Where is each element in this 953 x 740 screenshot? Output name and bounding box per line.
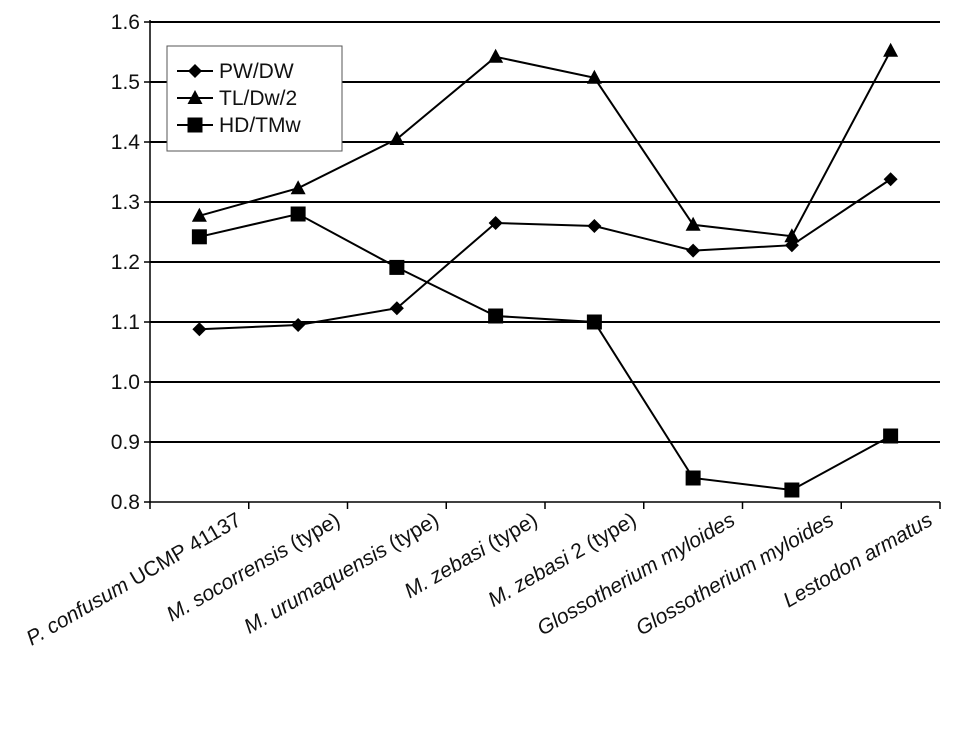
data-point-square	[685, 470, 701, 486]
y-tick-label: 1.6	[111, 11, 140, 34]
x-tick-label-rest: 2 (type)	[562, 508, 640, 566]
data-point-diamond	[389, 301, 404, 316]
legend-label: TL/Dw/2	[219, 87, 297, 110]
y-tick-label: 1.5	[111, 71, 140, 94]
series-group	[191, 42, 899, 498]
data-point-square	[389, 259, 405, 275]
legend-label: HD/TMw	[219, 114, 301, 137]
data-point-triangle	[290, 180, 306, 195]
data-point-triangle	[784, 228, 800, 243]
data-point-diamond	[192, 322, 207, 337]
data-point-triangle	[191, 207, 207, 222]
data-point-square	[883, 428, 899, 444]
y-tick-label: 0.9	[111, 431, 140, 454]
x-tick-label-rest: (type)	[478, 508, 541, 558]
legend-label: PW/DW	[219, 60, 294, 83]
x-tick-label: M. socorrensis (type)	[163, 508, 344, 626]
axes: 0.80.91.01.11.21.31.41.51.6P. confusum U…	[22, 11, 941, 650]
y-tick-label: 0.8	[111, 491, 140, 514]
x-tick-label-rest: (type)	[281, 508, 344, 558]
y-tick-label: 1.1	[111, 311, 140, 334]
legend-marker-diamond	[188, 64, 202, 78]
legend-item: PW/DW	[177, 60, 294, 83]
x-tick-label-rest: (type)	[380, 508, 443, 558]
legend: PW/DW TL/Dw/2 HD/TMw	[166, 45, 343, 152]
data-point-triangle	[586, 69, 602, 84]
series-triangle	[191, 42, 899, 243]
data-point-diamond	[883, 172, 898, 187]
data-point-triangle	[389, 131, 405, 145]
legend-item: TL/Dw/2	[177, 87, 297, 110]
y-tick-label: 1.2	[111, 251, 140, 274]
legend-marker-triangle	[187, 90, 203, 104]
data-point-diamond	[587, 219, 602, 233]
legend-marker-square	[187, 117, 203, 133]
data-point-diamond	[686, 243, 701, 258]
series-square	[191, 206, 899, 498]
data-point-square	[488, 308, 504, 324]
x-tick-label-italic: M. zebasi	[484, 546, 574, 612]
data-point-square	[191, 229, 207, 245]
data-point-square	[586, 314, 602, 330]
data-point-diamond	[291, 318, 306, 332]
data-point-diamond	[488, 216, 503, 230]
x-tick-label-italic: M. zebasi	[401, 538, 491, 604]
x-tick-label-italic: P. confusum	[22, 573, 132, 650]
legend-item: HD/TMw	[177, 114, 301, 137]
data-point-triangle	[685, 216, 701, 231]
series-line	[199, 178, 892, 331]
data-point-triangle	[488, 48, 504, 63]
series-line	[199, 212, 892, 492]
series-line	[199, 50, 892, 238]
y-tick-label: 1.0	[111, 371, 140, 394]
data-point-triangle	[883, 42, 899, 57]
data-point-square	[784, 482, 800, 498]
y-tick-label: 1.3	[111, 191, 140, 214]
series-diamond	[192, 172, 898, 337]
y-tick-label: 1.4	[111, 131, 141, 154]
data-point-square	[290, 206, 306, 222]
